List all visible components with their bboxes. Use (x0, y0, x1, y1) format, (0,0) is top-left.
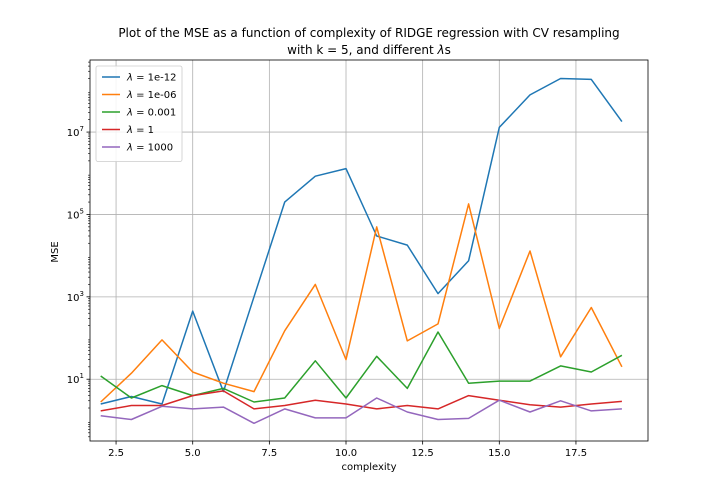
chart-title-line2: with k = 5, and different λs (287, 43, 451, 57)
x-axis-label: complexity (342, 462, 397, 473)
legend-label: λ = 0.001 (126, 108, 176, 119)
y-tick-label: 107 (67, 125, 84, 139)
x-tick-label: 15.0 (488, 448, 510, 459)
y-axis-label: MSE (50, 241, 61, 262)
chart-title-line1: Plot of the MSE as a function of complex… (118, 26, 619, 40)
legend-box (95, 65, 183, 162)
y-tick-label: 101 (67, 372, 84, 386)
x-tick-label: 17.5 (565, 448, 587, 459)
legend-label: λ = 1e-12 (126, 73, 177, 84)
x-tick-label: 10.0 (335, 448, 357, 459)
axis-ticks: 2.5 5.0 7.5 10.0 12.5 15.0 17.5 101 103 105 107 (67, 61, 587, 459)
series-line-3 (100, 390, 622, 412)
chart-title-line2-prefix: with k = 5, and different (287, 43, 437, 57)
x-tick-label: 12.5 (412, 448, 434, 459)
x-tick-label: 7.5 (261, 448, 277, 459)
series-line-2 (100, 331, 623, 403)
legend-label: λ = 1000 (126, 143, 173, 154)
legend: λ = 1e-12 λ = 1e-06 λ = 0.001 λ = 1 λ = 1000 (95, 65, 183, 162)
x-tick-label: 5.0 (185, 448, 201, 459)
chart-title-lambda: λ (436, 43, 444, 57)
series-line-4 (100, 397, 622, 425)
series-line-0 (100, 77, 623, 405)
chart-title-line2-suffix: s (445, 43, 451, 57)
y-tick-label: 103 (67, 290, 84, 304)
plot-frame (89, 59, 649, 442)
series-lines (100, 77, 623, 425)
x-tick-label: 2.5 (108, 448, 124, 459)
y-tick-label: 105 (67, 207, 84, 221)
legend-label: λ = 1 (126, 125, 154, 136)
series-line-1 (100, 203, 623, 403)
legend-label: λ = 1e-06 (126, 90, 177, 101)
